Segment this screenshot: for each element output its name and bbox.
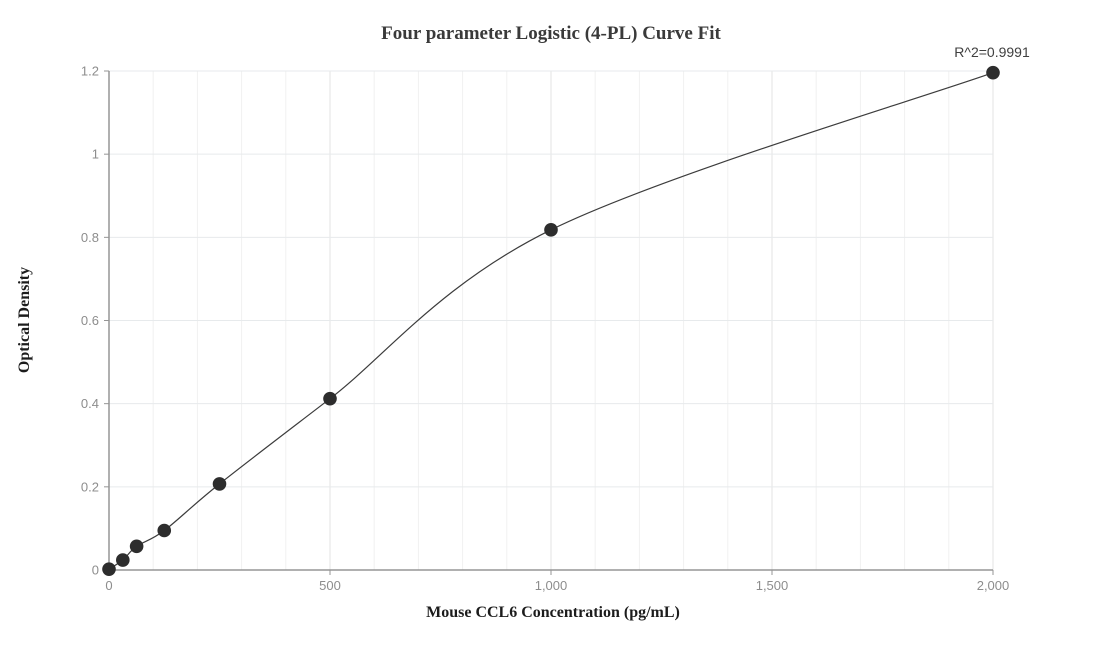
data-points	[102, 65, 1000, 576]
y-tick-label: 1	[92, 147, 99, 162]
r-squared-annotation: R^2=0.9991	[954, 44, 1030, 60]
y-tick-label: 0.8	[81, 230, 99, 245]
tick-labels: 0 500 1,000 1,500 2,000 0 0.2 0.4 0.6 0.8 1 1.2	[81, 64, 1009, 594]
data-point	[157, 523, 172, 538]
x-tick-label: 1,000	[535, 578, 568, 593]
x-tick-label: 500	[319, 578, 341, 593]
data-point	[129, 539, 144, 554]
y-tick-label: 0.2	[81, 479, 99, 494]
data-point	[116, 553, 130, 567]
data-point	[544, 223, 558, 237]
data-point	[102, 562, 116, 576]
x-tick-label: 0	[105, 578, 112, 593]
data-point	[212, 477, 227, 491]
tick-marks	[104, 70, 994, 575]
x-tick-label: 2,000	[977, 578, 1010, 593]
fit-curve-line	[108, 72, 994, 570]
data-point	[323, 391, 337, 406]
data-point	[986, 65, 1000, 80]
chart-title: Four parameter Logistic (4-PL) Curve Fit	[381, 23, 721, 44]
gridlines	[109, 70, 994, 570]
y-tick-label: 0.6	[81, 313, 99, 328]
y-tick-label: 1.2	[81, 64, 99, 79]
y-tick-label: 0	[92, 563, 99, 578]
x-tick-label: 1,500	[756, 578, 789, 593]
y-tick-label: 0.4	[81, 396, 99, 411]
x-axis-title: Mouse CCL6 Concentration (pg/mL)	[426, 604, 680, 621]
